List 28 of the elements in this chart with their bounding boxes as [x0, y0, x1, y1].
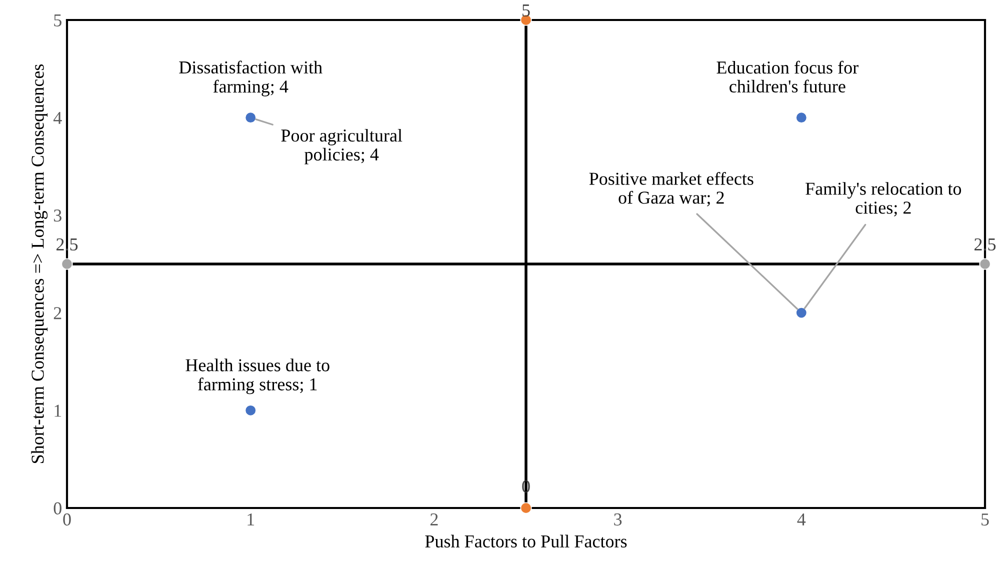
- y-tick-label: 2: [54, 307, 62, 320]
- x-tick-label: 1: [248, 513, 254, 526]
- data-label: Positive market effects of Gaza war; 2: [589, 172, 754, 206]
- y-tick-label: 1: [54, 404, 62, 417]
- point: [796, 307, 808, 319]
- point: [244, 112, 256, 124]
- data-label: Dissatisfaction with farming; 4: [179, 60, 322, 96]
- y-tick-label: 5: [54, 14, 62, 26]
- data-label: Health issues due to farming stress; 1: [186, 358, 330, 394]
- y-axis-title: Short-term Consequences => Long-term Consequences: [31, 64, 48, 464]
- point: [61, 258, 73, 270]
- x-tick-label: 2: [430, 513, 438, 526]
- x-tick-label: 0: [63, 513, 71, 526]
- annotation: Poor agricultural policies; 4: [281, 128, 402, 164]
- y-tick-label: 4: [53, 112, 62, 124]
- point: [244, 404, 256, 416]
- y-tick-label: 0: [54, 502, 62, 514]
- point: [520, 502, 532, 514]
- y-tick-label: 3: [54, 210, 62, 222]
- x-axis-title: Push Factors to Pull Factors: [425, 534, 627, 548]
- annotation: Family's relocation to cities; 2: [806, 182, 962, 216]
- data-label: Education focus for children's future: [716, 60, 858, 93]
- point: [979, 258, 991, 270]
- point: [796, 112, 808, 124]
- x-tick-label: 5: [982, 514, 989, 526]
- data-label: 5: [522, 4, 530, 17]
- x-tick-label: 3: [614, 513, 622, 526]
- x-tick-label: 4: [797, 514, 806, 526]
